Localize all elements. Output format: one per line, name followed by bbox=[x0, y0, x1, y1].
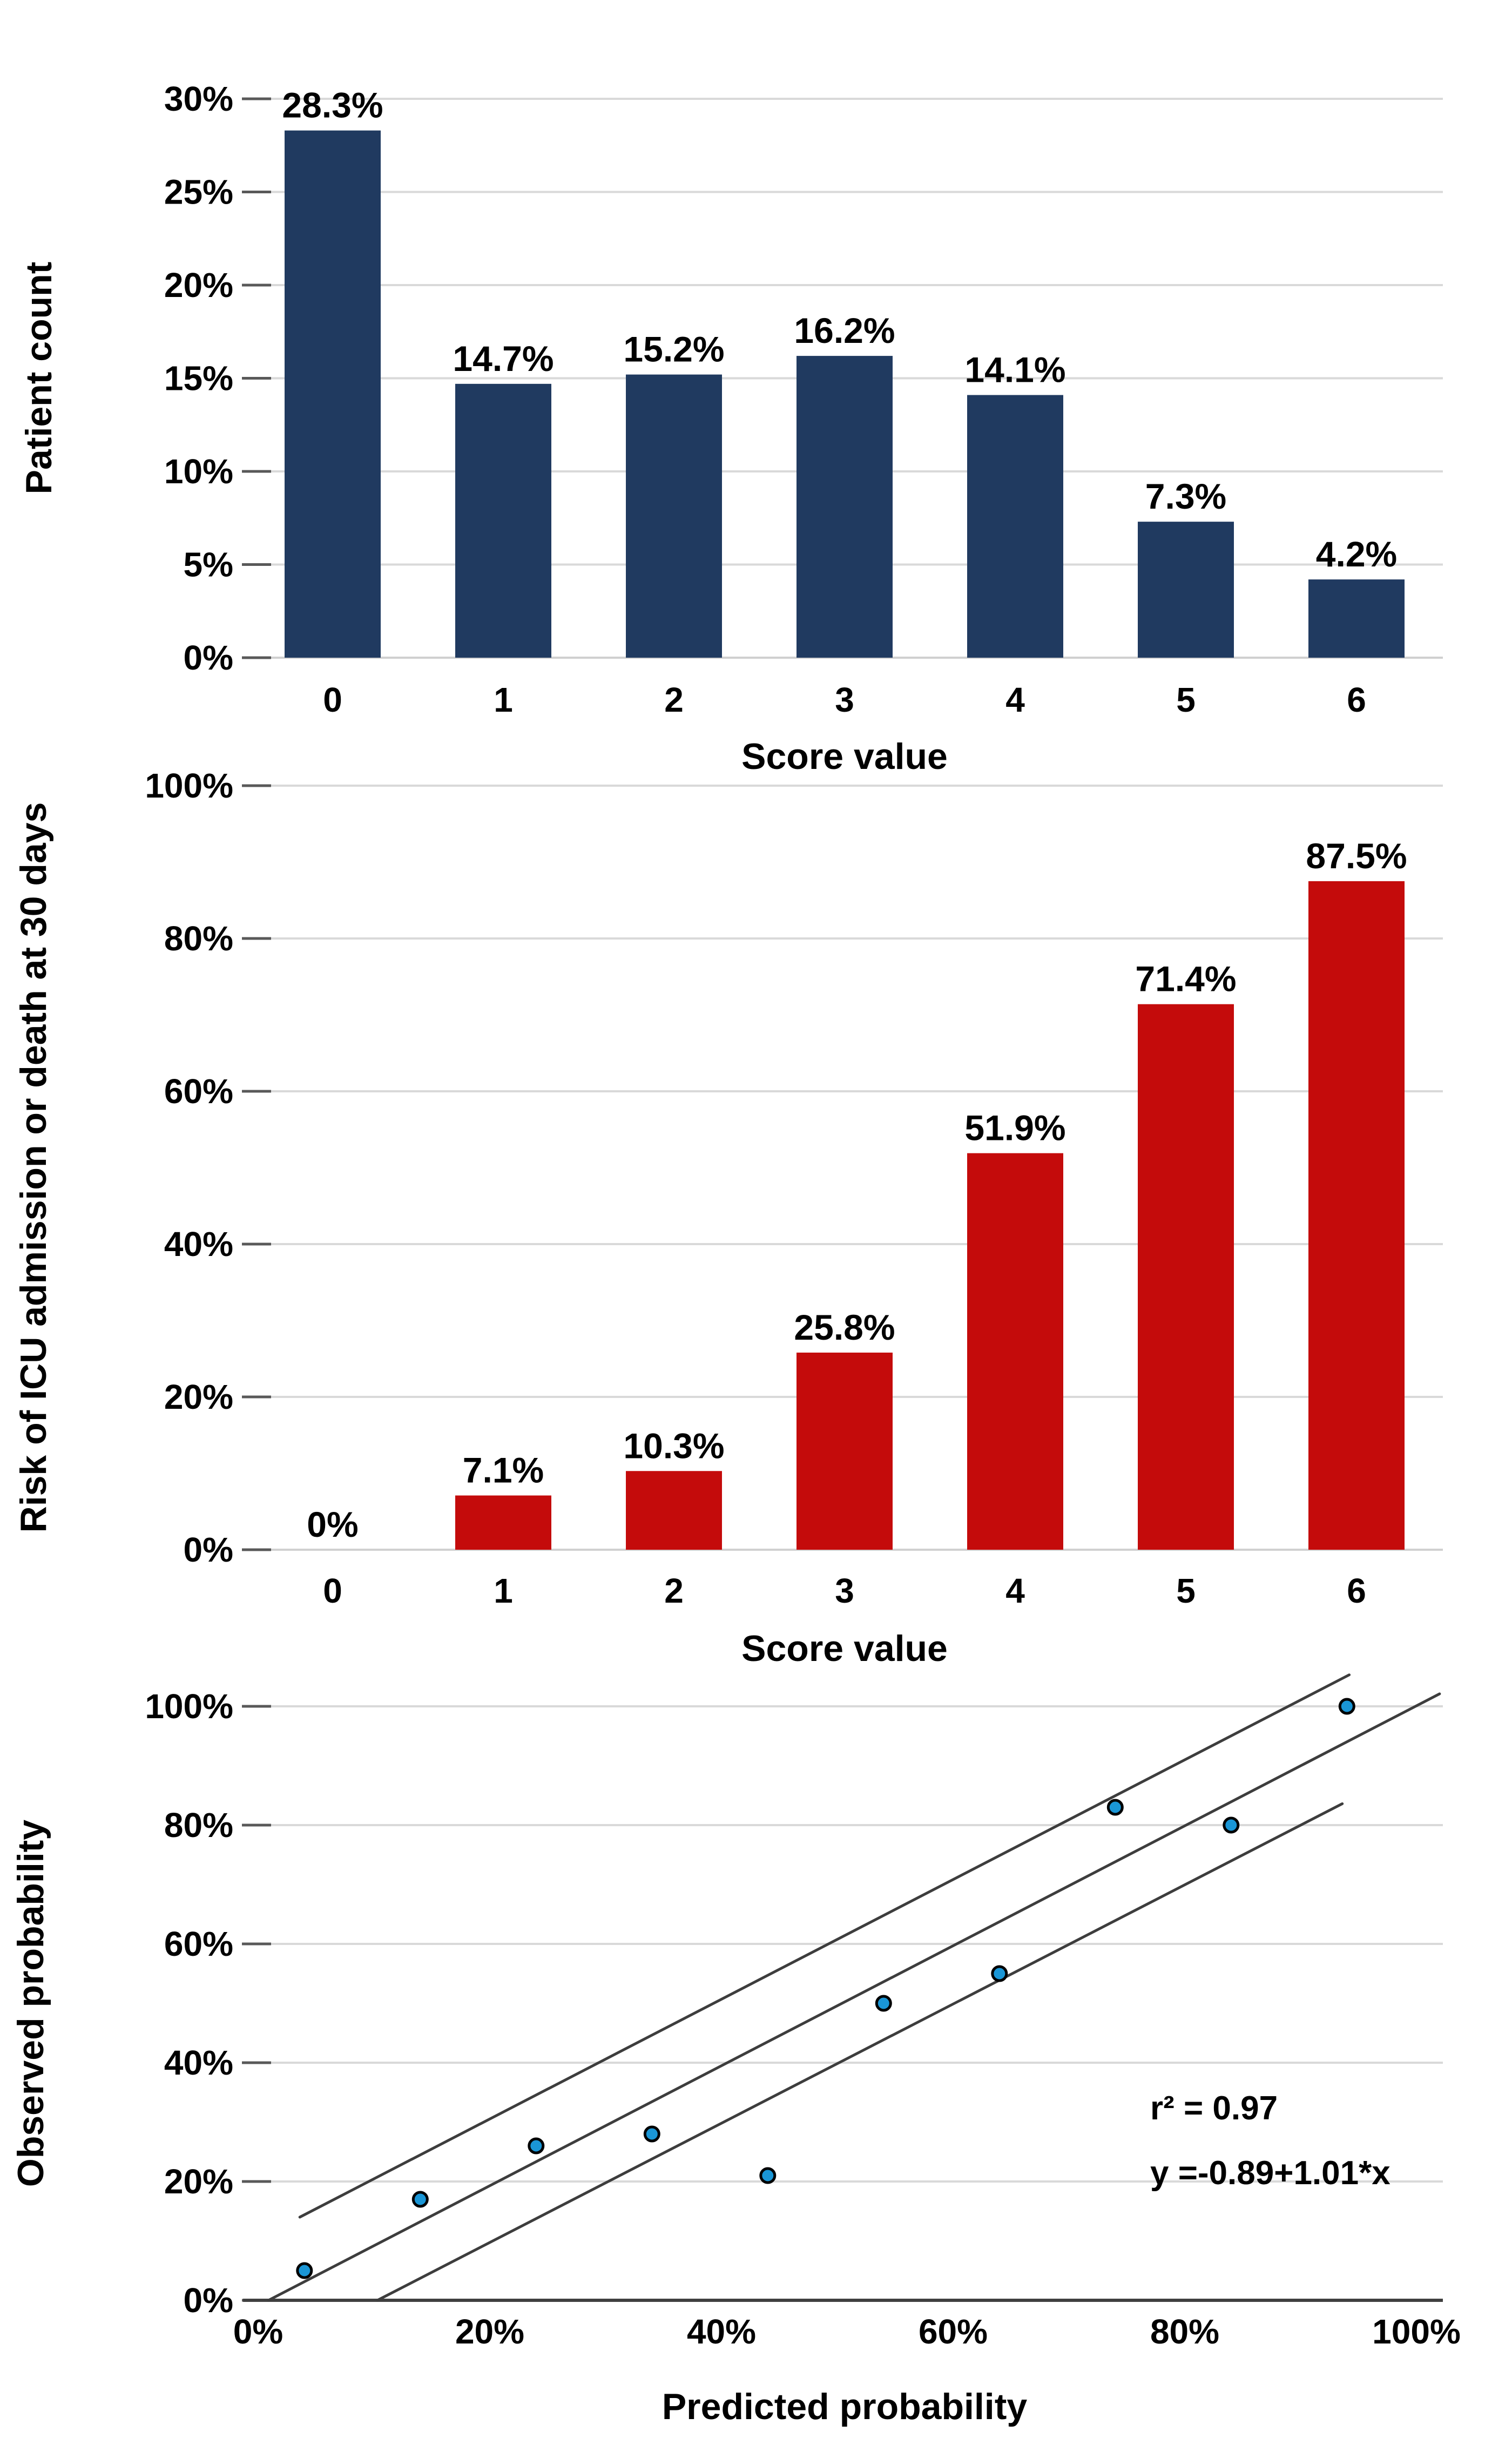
x-tick-label: 40% bbox=[687, 2312, 756, 2351]
bar-value-label: 7.3% bbox=[1145, 476, 1226, 516]
bar bbox=[455, 383, 551, 658]
chart-icu-death-risk-plot: 0% 20% 40% 60% 80% 100% 0% 0 7.1% 1 10.3% 2 25.8% 3 51… bbox=[145, 766, 1443, 1610]
bar bbox=[796, 1352, 893, 1550]
scatter-point bbox=[991, 1965, 1008, 1982]
scatter-point bbox=[759, 2167, 777, 2184]
y-tick-label: 20% bbox=[164, 1377, 233, 1416]
y-tick-label: 80% bbox=[164, 1806, 233, 1845]
x-tick-label: 1 bbox=[494, 680, 513, 719]
x-tick-label: 1 bbox=[494, 1571, 513, 1610]
x-tick-label: 100% bbox=[1372, 2312, 1461, 2351]
y-tick-label: 100% bbox=[145, 766, 233, 805]
bar bbox=[1308, 579, 1405, 658]
chart-calibration-plot: 0% 20% 40% 60% 80% 100% 0% 20% 40% 60% 80% 100% bbox=[145, 1673, 1461, 2351]
regression-line bbox=[267, 1692, 1441, 2302]
bar bbox=[967, 395, 1063, 658]
bar bbox=[626, 374, 722, 658]
x-tick-label: 60% bbox=[919, 2312, 988, 2351]
x-tick-label: 4 bbox=[1005, 680, 1025, 719]
scatter-point bbox=[1106, 1799, 1124, 1816]
x-tick-label: 5 bbox=[1176, 680, 1196, 719]
chart-icu-death-risk: 0% 20% 40% 60% 80% 100% 0% 0 7.1% 1 10.3% 2 25.8% 3 51… bbox=[13, 766, 1443, 1669]
bar-value-label: 15.2% bbox=[623, 329, 724, 369]
y-tick-label: 80% bbox=[164, 919, 233, 958]
bar-value-label: 87.5% bbox=[1306, 836, 1407, 876]
regression-equation-label: y =-0.89+1.01*x bbox=[1150, 2154, 1390, 2192]
y-tick-label: 20% bbox=[164, 266, 233, 305]
regression-annotation: r² = 0.97 y =-0.89+1.01*x bbox=[1150, 2090, 1390, 2192]
x-tick-label: 0 bbox=[323, 1571, 342, 1610]
y-tick-label: 60% bbox=[164, 1924, 233, 1963]
bar-value-label: 7.1% bbox=[463, 1450, 544, 1490]
y-tick-label: 0% bbox=[184, 638, 234, 677]
bar bbox=[1138, 522, 1234, 658]
x-tick-label: 2 bbox=[664, 1571, 684, 1610]
y-tick-label: 40% bbox=[164, 1225, 233, 1264]
chart3-x-axis-title: Predicted probability bbox=[662, 2386, 1028, 2427]
chart-patient-count: 0% 5% 10% 15% 20% 25% 30% 28.3% 0 14.7% 1 15.2% 2 16.… bbox=[18, 79, 1443, 777]
bar-value-label: 14.7% bbox=[453, 339, 554, 379]
chart2-y-axis-title: Risk of ICU admission or death at 30 day… bbox=[13, 802, 54, 1533]
x-tick-label: 6 bbox=[1347, 680, 1366, 719]
bar-value-label: 4.2% bbox=[1316, 534, 1397, 574]
chart3-y-axis-title: Observed probability bbox=[10, 1820, 51, 2187]
y-tick-label: 10% bbox=[164, 452, 233, 491]
scatter-point bbox=[643, 2125, 660, 2143]
y-tick-label: 15% bbox=[164, 359, 233, 398]
bar-value-label: 51.9% bbox=[964, 1108, 1065, 1148]
x-tick-label: 5 bbox=[1176, 1571, 1196, 1610]
bar bbox=[626, 1471, 722, 1550]
scatter-point bbox=[528, 2137, 545, 2154]
y-tick-label: 20% bbox=[164, 2162, 233, 2201]
chart2-x-axis-title: Score value bbox=[741, 1628, 948, 1669]
bar-value-label: 0% bbox=[307, 1504, 358, 1544]
bar-value-label: 25.8% bbox=[794, 1307, 895, 1347]
chart-patient-count-plot: 0% 5% 10% 15% 20% 25% 30% 28.3% 0 14.7% 1 15.2% 2 16.… bbox=[164, 79, 1443, 719]
y-tick-label: 0% bbox=[184, 2281, 234, 2320]
scatter-point bbox=[875, 1995, 892, 2012]
chart1-x-axis-title: Score value bbox=[741, 736, 948, 777]
bar-value-label: 71.4% bbox=[1135, 959, 1236, 999]
ci-upper-line bbox=[298, 1673, 1351, 2219]
y-tick-label: 40% bbox=[164, 2043, 233, 2082]
x-tick-label: 3 bbox=[835, 1571, 854, 1610]
bar-value-label: 28.3% bbox=[282, 85, 383, 125]
bar bbox=[967, 1153, 1063, 1550]
bar bbox=[796, 356, 893, 658]
y-tick-label: 100% bbox=[145, 1687, 233, 1726]
bar bbox=[285, 130, 381, 658]
x-tick-label: 3 bbox=[835, 680, 854, 719]
bar bbox=[1308, 881, 1405, 1550]
y-tick-label: 0% bbox=[184, 1530, 234, 1569]
ci-lower-line bbox=[376, 1802, 1344, 2302]
bar bbox=[455, 1495, 551, 1550]
scatter-point bbox=[1223, 1816, 1240, 1834]
bar bbox=[1138, 1004, 1234, 1550]
scatter-point bbox=[1338, 1698, 1355, 1715]
x-tick-label: 80% bbox=[1150, 2312, 1219, 2351]
chart1-y-axis-title: Patient count bbox=[18, 262, 59, 495]
scatter-point bbox=[411, 2191, 429, 2208]
x-tick-label: 4 bbox=[1005, 1571, 1025, 1610]
x-tick-label: 6 bbox=[1347, 1571, 1366, 1610]
bar-value-label: 14.1% bbox=[964, 350, 1065, 390]
bar-value-label: 16.2% bbox=[794, 310, 895, 350]
x-tick-label: 20% bbox=[455, 2312, 524, 2351]
chart-calibration: 0% 20% 40% 60% 80% 100% 0% 20% 40% 60% 80% 100% Obs… bbox=[10, 1673, 1461, 2427]
y-tick-label: 60% bbox=[164, 1072, 233, 1111]
y-tick-label: 25% bbox=[164, 173, 233, 212]
y-tick-label: 30% bbox=[164, 79, 233, 118]
x-tick-label: 0% bbox=[233, 2312, 284, 2351]
y-tick-label: 5% bbox=[184, 545, 234, 584]
bar-value-label: 10.3% bbox=[623, 1426, 724, 1465]
r-squared-label: r² = 0.97 bbox=[1150, 2090, 1278, 2127]
scatter-point bbox=[296, 2262, 313, 2279]
x-tick-label: 0 bbox=[323, 680, 342, 719]
x-tick-label: 2 bbox=[664, 680, 684, 719]
